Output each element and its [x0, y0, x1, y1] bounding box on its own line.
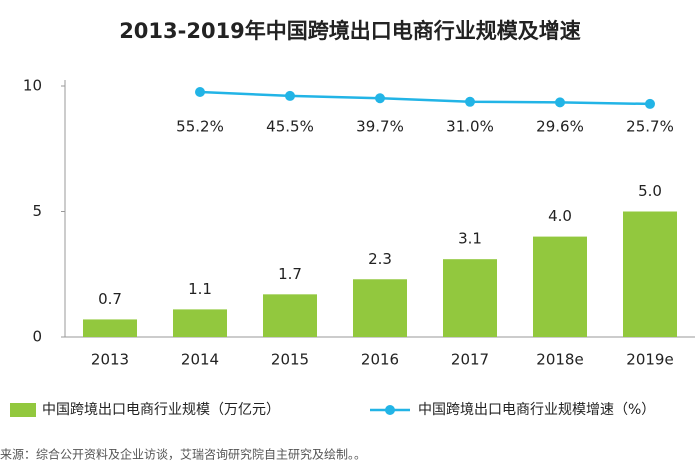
source-note: 来源：综合公开资料及企业访谈，艾瑞咨询研究院自主研究及绘制。。	[0, 447, 366, 462]
line-value-label: 29.6%	[536, 118, 584, 136]
bar-value-label: 4.0	[548, 207, 572, 225]
bar-value-label: 5.0	[638, 182, 662, 200]
bar	[83, 319, 137, 337]
line-value-label: 45.5%	[266, 118, 314, 136]
line-point	[375, 93, 385, 104]
line-point	[195, 86, 205, 97]
bar-value-label: 1.1	[188, 280, 212, 298]
chart-title: 2013-2019年中国跨境出口电商行业规模及增速	[119, 19, 581, 43]
x-tick-label: 2014	[181, 351, 219, 369]
bar	[353, 279, 407, 337]
legend-swatch	[385, 405, 395, 415]
bar	[623, 211, 677, 337]
bar-value-label: 3.1	[458, 230, 482, 248]
line-point	[285, 90, 295, 101]
bar	[173, 309, 227, 337]
bar	[443, 259, 497, 337]
legend-label: 中国跨境出口电商行业规模增速（%）	[418, 402, 655, 418]
bar-value-label: 0.7	[98, 290, 122, 308]
x-tick-label: 2013	[91, 351, 129, 369]
y-tick-label: 10	[23, 77, 42, 95]
bar	[533, 236, 587, 337]
x-tick-label: 2017	[451, 351, 489, 369]
bar	[263, 294, 317, 337]
line-point	[555, 97, 565, 108]
line-value-label: 55.2%	[176, 118, 224, 136]
legend-label: 中国跨境出口电商行业规模（万亿元）	[42, 402, 280, 418]
x-tick-label: 2019e	[626, 351, 673, 369]
y-tick-label: 5	[32, 202, 42, 220]
bar-value-label: 1.7	[278, 265, 302, 283]
line-value-label: 31.0%	[446, 118, 494, 136]
line	[199, 90, 651, 106]
line-point	[645, 98, 655, 109]
line-value-label: 39.7%	[356, 118, 404, 136]
line-value-label: 25.7%	[626, 118, 674, 136]
x-tick-label: 2018e	[536, 351, 583, 369]
legend-swatch	[10, 403, 36, 417]
bar-value-label: 2.3	[368, 250, 392, 268]
x-tick-label: 2015	[271, 351, 309, 369]
y-tick-label: 0	[32, 328, 42, 346]
line-point	[465, 96, 475, 107]
x-tick-label: 2016	[361, 351, 399, 369]
